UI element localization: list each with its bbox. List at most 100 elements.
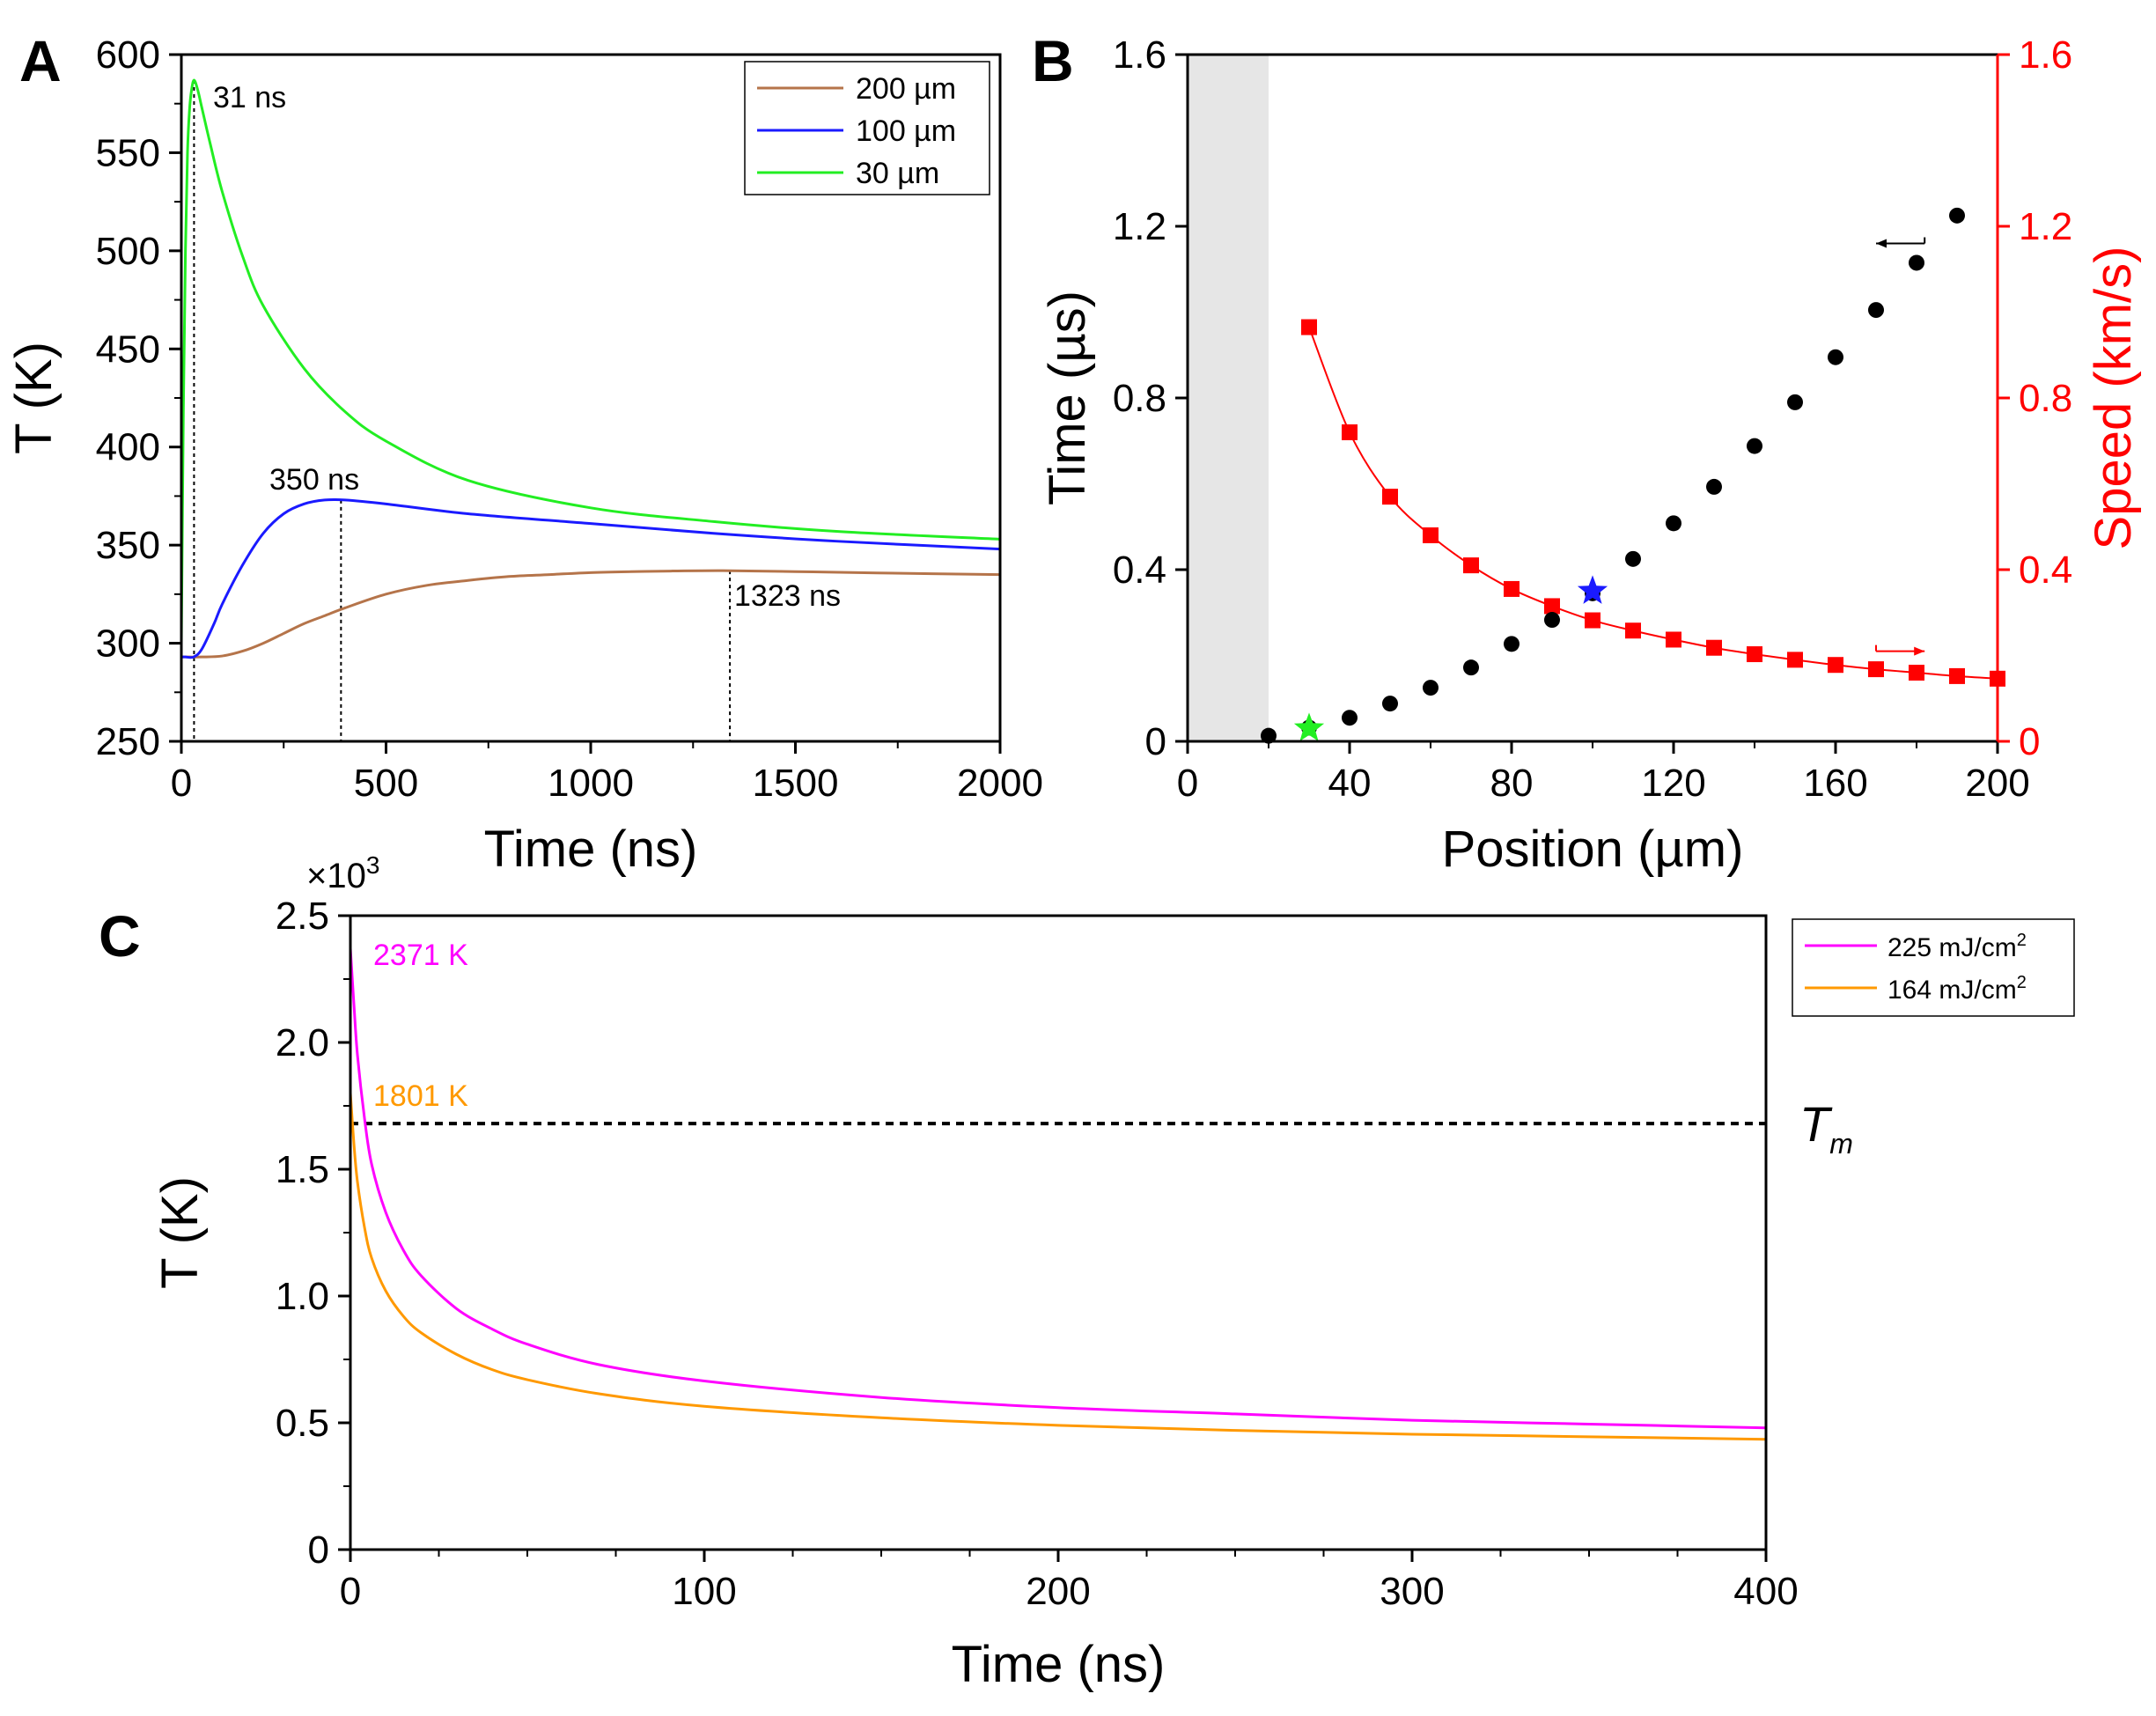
panel-c-letter: C	[99, 903, 141, 968]
time-point-5	[1423, 680, 1439, 696]
panel-c-y-multiplier: ×103	[306, 851, 379, 895]
time-point-14	[1787, 394, 1803, 410]
time-point-15	[1828, 349, 1843, 365]
y-tick-label-3: 1.5	[276, 1148, 329, 1191]
panel-b-plot-frame	[1186, 53, 1999, 743]
star-marker-2	[1577, 575, 1608, 604]
annotation-1801k: 1801 K	[373, 1079, 468, 1113]
x-tick-label-1: 40	[1328, 762, 1372, 805]
y-tick-label-0: 250	[96, 720, 160, 763]
y-tick-label-0: 0	[308, 1528, 329, 1572]
time-point-3	[1342, 710, 1358, 726]
panel-b: B 0 40 80 120 160 20000.40.81.21.600.40.81.21…	[1032, 28, 2142, 878]
speed-point-10	[1666, 631, 1681, 648]
speed-point-5	[1463, 557, 1479, 574]
legend-label-200um: 200 µm	[856, 72, 956, 106]
panel-a-y-axis-title: T (K)	[5, 342, 63, 454]
x-tick-label-0: 0	[171, 762, 192, 805]
annotation-2371k: 2371 K	[373, 939, 468, 972]
panel-a-x-axis-title: Time (ns)	[484, 821, 698, 878]
x-tick-label-2: 80	[1490, 762, 1534, 805]
x-tick-label-4: 2000	[957, 762, 1043, 805]
time-point-12	[1706, 478, 1722, 495]
time-point-4	[1382, 696, 1398, 712]
tm-label: Tm	[1799, 1096, 1853, 1160]
annotation-350ns: 350 ns	[269, 463, 359, 497]
y-tick-label-4: 450	[96, 328, 160, 371]
axis-indicator-head-2	[1914, 646, 1925, 656]
y-tick-label-1: 0.5	[276, 1402, 329, 1445]
speed-point-7	[1544, 598, 1560, 615]
x-tick-label-2: 200	[1026, 1570, 1090, 1613]
speed-point-6	[1504, 580, 1520, 597]
panel-a: A 0 500 1000 1500 2000 250 300 350 400 450 500 550 6…	[5, 28, 1043, 878]
y-tick-label-2: 1.0	[276, 1275, 329, 1318]
x-tick-label-5: 200	[1965, 762, 2029, 805]
x-tick-label-0: 0	[1177, 762, 1198, 805]
y-tick-label-7: 600	[96, 33, 160, 77]
y-tick-label-1: 300	[96, 622, 160, 666]
panel-b-letter: B	[1032, 28, 1074, 93]
time-point-7	[1504, 636, 1520, 652]
panel-c-y-axis-title: T (K)	[151, 1176, 209, 1289]
time-point-11	[1666, 515, 1681, 532]
x-tick-label-4: 400	[1733, 1570, 1798, 1613]
right-y-tick-label-1: 0.4	[2019, 549, 2072, 592]
axis-indicator-head-1	[1876, 239, 1887, 248]
speed-point-11	[1706, 639, 1722, 656]
star-marker-1	[1293, 712, 1325, 741]
panel-a-letter: A	[19, 28, 62, 93]
y-tick-label-4: 2.0	[276, 1021, 329, 1064]
panel-c: C ×103 0 100 200 300 400 0 0.5 1.0 1.5 2.0 2.5 Tim…	[99, 851, 2075, 1693]
x-tick-label-3: 1500	[753, 762, 839, 805]
speed-point-12	[1747, 646, 1762, 663]
x-tick-label-2: 1000	[548, 762, 634, 805]
speed-point-16	[1909, 665, 1924, 681]
annotation-1323ns: 1323 ns	[734, 579, 841, 613]
speed-point-8	[1585, 612, 1600, 629]
series-line-2	[180, 497, 1001, 659]
time-point-18	[1949, 207, 1965, 224]
speed-point-13	[1787, 652, 1803, 668]
panel-b-right-y-axis-title: Speed (km/s)	[2085, 247, 2142, 550]
speed-fit-line	[1308, 327, 1998, 680]
right-y-tick-label-3: 1.2	[2019, 205, 2072, 248]
time-point-17	[1909, 254, 1924, 271]
speed-point-3	[1382, 489, 1398, 505]
left-y-tick-label-0: 0	[1145, 720, 1166, 763]
time-point-8	[1544, 612, 1560, 629]
speed-point-9	[1625, 622, 1641, 639]
panel-b-x-axis-title: Position (µm)	[1442, 821, 1744, 878]
panel-c-plot-frame	[349, 914, 1768, 1551]
annotation-31ns: 31 ns	[213, 81, 286, 114]
time-point-1	[1261, 727, 1277, 744]
left-y-tick-label-4: 1.6	[1113, 33, 1166, 77]
legend-label-225: 225 mJ/cm2	[1887, 931, 2027, 962]
speed-point-4	[1423, 527, 1439, 543]
y-tick-label-3: 400	[96, 426, 160, 469]
series-line-3	[180, 78, 1001, 644]
legend-label-100um: 100 µm	[856, 114, 956, 148]
speed-point-15	[1868, 661, 1884, 678]
left-y-tick-label-3: 1.2	[1113, 205, 1166, 248]
x-tick-label-4: 160	[1803, 762, 1867, 805]
x-tick-label-3: 300	[1380, 1570, 1444, 1613]
series-line-1	[349, 948, 1767, 1430]
time-point-13	[1747, 438, 1762, 454]
y-tick-label-6: 550	[96, 131, 160, 174]
right-y-tick-label-4: 1.6	[2019, 33, 2072, 77]
legend-label-164: 164 mJ/cm2	[1887, 973, 2027, 1005]
panel-b-left-y-axis-title: Time (µs)	[1039, 291, 1096, 505]
shaded-region	[1188, 55, 1269, 741]
left-y-tick-label-2: 0.8	[1113, 377, 1166, 420]
legend-label-30um: 30 µm	[856, 157, 939, 190]
x-tick-label-3: 120	[1641, 762, 1705, 805]
panel-a-legend: 200 µm 100 µm 30 µm	[744, 61, 990, 195]
y-tick-label-5: 2.5	[276, 895, 329, 938]
speed-point-2	[1342, 424, 1358, 440]
x-tick-label-1: 500	[354, 762, 418, 805]
panel-c-legend: 225 mJ/cm2 164 mJ/cm2	[1792, 918, 2075, 1017]
right-y-tick-label-2: 0.8	[2019, 377, 2072, 420]
series-line-1	[180, 569, 1001, 659]
